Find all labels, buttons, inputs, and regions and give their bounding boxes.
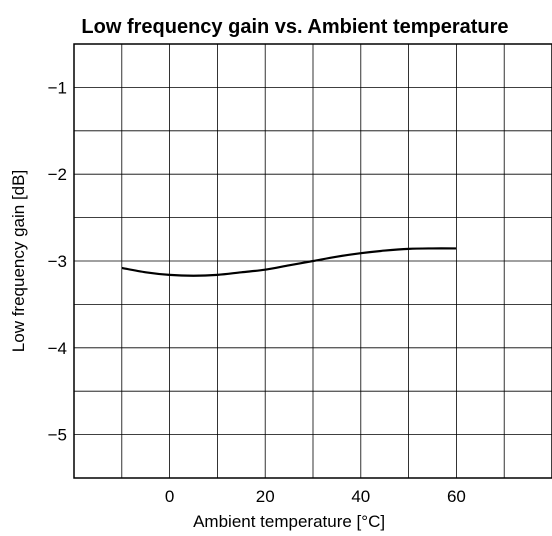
x-tick-label: 40	[351, 487, 370, 506]
y-tick-label: −4	[48, 339, 67, 358]
y-tick-label: −2	[48, 165, 67, 184]
x-tick-label: 0	[165, 487, 174, 506]
x-axis-label: Ambient temperature [°C]	[193, 512, 385, 531]
y-tick-label: −3	[48, 252, 67, 271]
y-tick-label: −5	[48, 426, 67, 445]
x-tick-label: 60	[447, 487, 466, 506]
series-line	[121, 247, 457, 277]
y-axis-ticks: −1 −2 −3 −4 −5	[48, 78, 67, 444]
x-tick-label: 20	[256, 487, 275, 506]
series-layer	[121, 247, 457, 277]
y-tick-label: −1	[48, 78, 67, 97]
chart-title: Low frequency gain vs. Ambient temperatu…	[81, 16, 509, 38]
plot-area-frame	[73, 43, 552, 479]
x-axis-ticks: 0 20 40 60	[165, 487, 466, 506]
y-axis-label: Low frequency gain [dB]	[9, 170, 28, 352]
grid	[74, 44, 552, 478]
